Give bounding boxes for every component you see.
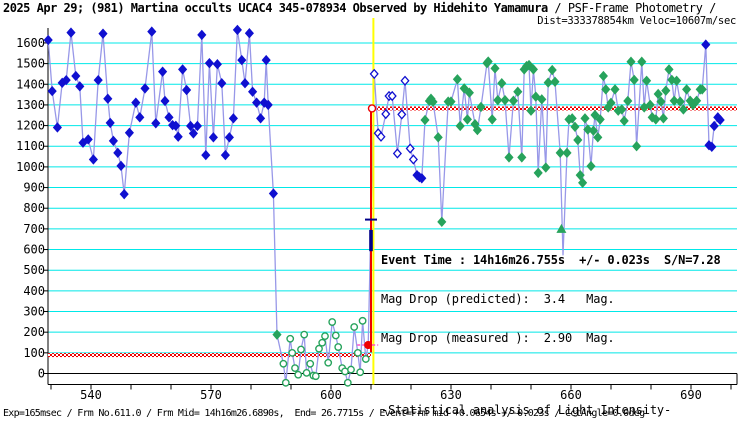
svg-text:1400: 1400	[16, 77, 45, 91]
svg-text:1500: 1500	[16, 57, 45, 71]
svg-text:1000: 1000	[16, 160, 45, 174]
svg-text:1600: 1600	[16, 36, 45, 50]
svg-text:660: 660	[560, 388, 582, 402]
title-bar: 2025 Apr 29; (981) Martina occults UCAC4…	[3, 1, 716, 15]
svg-text:900: 900	[23, 181, 45, 195]
svg-text:600: 600	[320, 388, 342, 402]
svg-text:600: 600	[23, 243, 45, 257]
svg-text:540: 540	[80, 388, 102, 402]
svg-text:700: 700	[23, 222, 45, 236]
svg-text:300: 300	[23, 305, 45, 319]
distance-velocity-label: Dist=333378854km Veloc=10607m/sec	[537, 15, 736, 27]
svg-text:630: 630	[440, 388, 462, 402]
photometry-method-label: / PSF-Frame Photometry /	[547, 1, 716, 15]
frame-info-status-line: Exp=165msec / Frm No.611.0 / Frm Mid= 14…	[3, 408, 645, 419]
svg-text:100: 100	[23, 346, 45, 360]
spacer	[381, 371, 721, 378]
event-time-line: Event Time : 14h16m26.755s +/- 0.023s S/…	[381, 253, 721, 267]
svg-text:500: 500	[23, 263, 45, 277]
svg-text:0: 0	[38, 367, 45, 381]
svg-text:1100: 1100	[16, 139, 45, 153]
svg-text:800: 800	[23, 201, 45, 215]
mag-drop-predicted: Mag Drop (predicted): 3.4 Mag.	[381, 292, 615, 306]
mag-drop-measured: Mag Drop (measured ): 2.90 Mag.	[381, 331, 615, 345]
svg-text:1300: 1300	[16, 98, 45, 112]
svg-text:400: 400	[23, 284, 45, 298]
observation-title: 2025 Apr 29; (981) Martina occults UCAC4…	[3, 1, 548, 15]
svg-text:570: 570	[200, 388, 222, 402]
svg-text:200: 200	[23, 325, 45, 339]
svg-text:1200: 1200	[16, 119, 45, 133]
stat-analysis-heading: -Statistical analysis of Light Intensity…	[381, 403, 672, 417]
event-statistics-block: Event Time : 14h16m26.755s +/- 0.023s S/…	[381, 228, 721, 425]
svg-text:690: 690	[680, 388, 702, 402]
